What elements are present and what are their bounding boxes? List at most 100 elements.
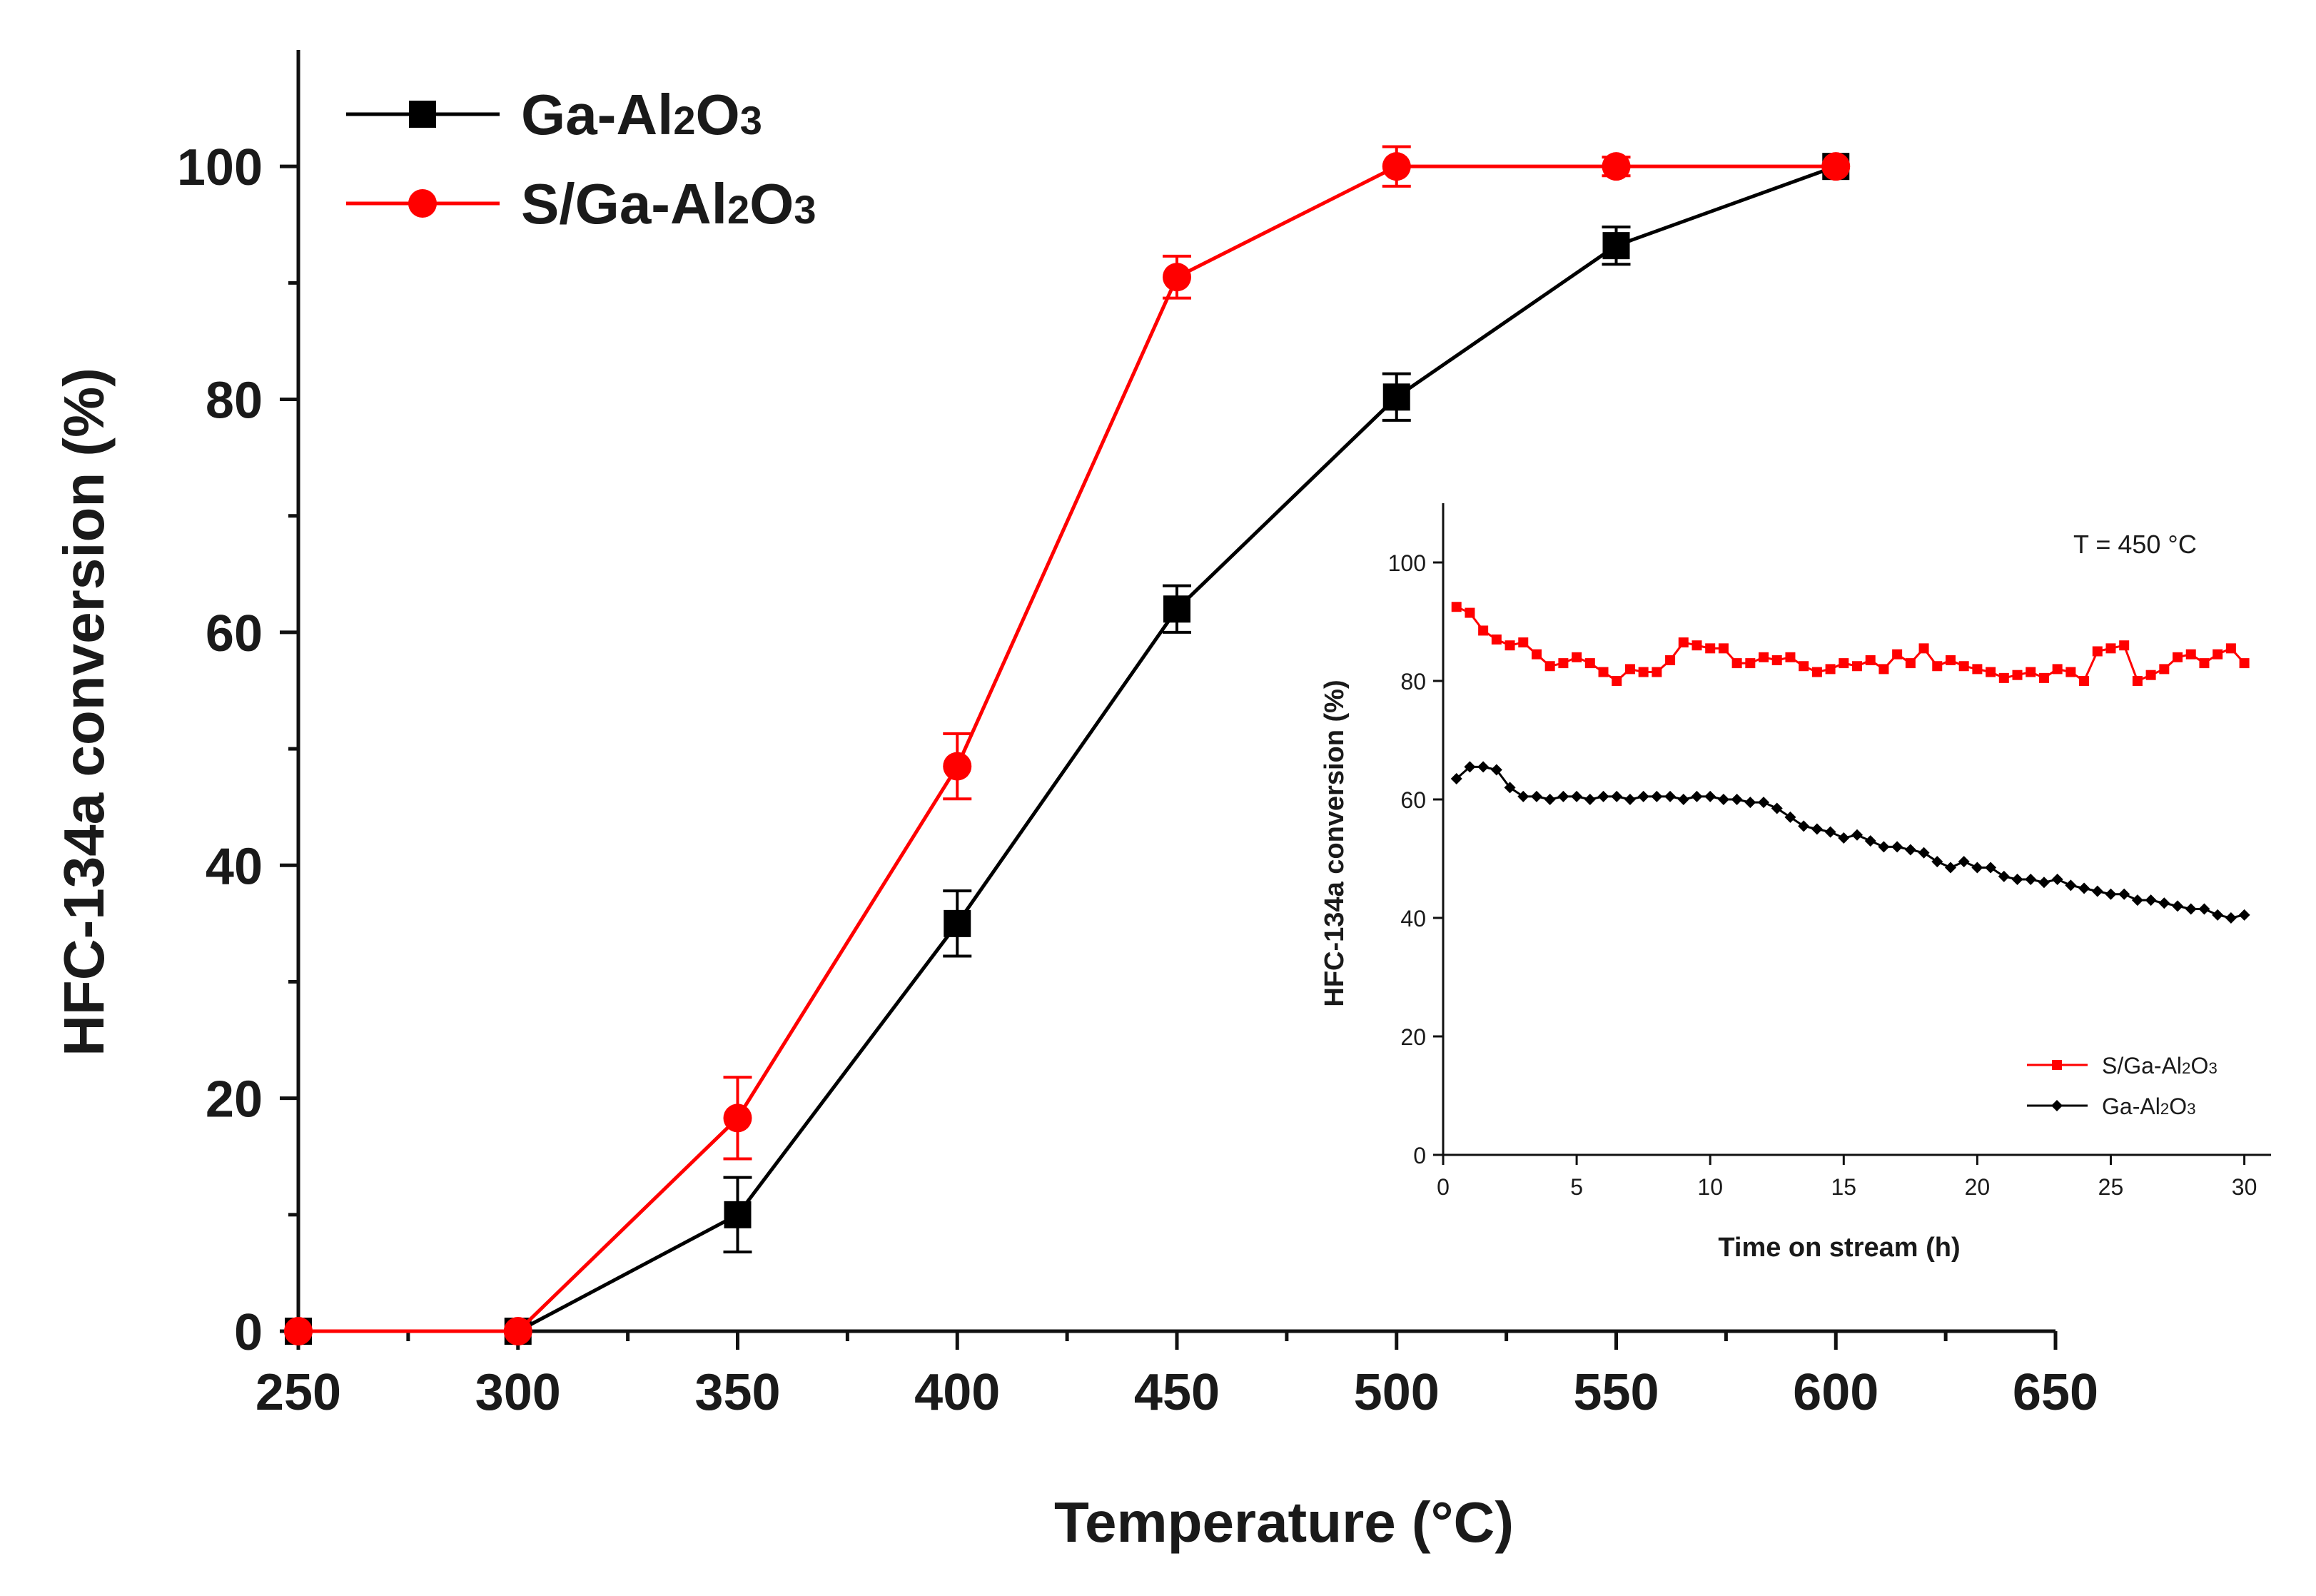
main-data-point — [944, 909, 971, 937]
inset-x-tick-label: 25 — [2098, 1174, 2124, 1200]
inset-data-point — [1771, 655, 1782, 665]
main-series-s-ga-al2o3 — [284, 145, 1851, 1345]
inset-data-point — [1584, 794, 1596, 805]
inset-data-point — [2225, 912, 2237, 924]
inset-data-point — [1518, 637, 1529, 648]
inset-data-point — [2185, 649, 2196, 660]
inset-data-point — [2038, 672, 2049, 683]
inset-y-tick-label: 80 — [1400, 669, 1426, 695]
inset-data-point — [1558, 658, 1569, 669]
main-data-point — [503, 1317, 532, 1345]
main-x-tick-label: 400 — [914, 1364, 1000, 1421]
inset-legend: S/Ga-Al2O3 Ga-Al2O3 — [2027, 1053, 2218, 1119]
inset-data-point — [1825, 664, 1836, 675]
inset-series-ga-al2o3 — [1450, 761, 2250, 924]
main-x-tick-label: 350 — [694, 1364, 780, 1421]
inset-data-point — [1704, 790, 1716, 802]
inset-legend-marker — [2051, 1100, 2063, 1111]
inset-data-point — [1652, 667, 1662, 677]
inset-data-point — [1745, 658, 1756, 669]
inset-x-tick-label: 10 — [1697, 1174, 1723, 1200]
inset-data-point — [1477, 761, 1490, 773]
inset-data-point — [1758, 797, 1770, 809]
inset-data-point — [2172, 900, 2184, 912]
inset-x-axis-title: Time on stream (h) — [1718, 1233, 1960, 1263]
main-series-ga-al2o3 — [285, 153, 1850, 1345]
main-legend-label: Ga-Al2O3 — [521, 83, 762, 146]
inset-data-point — [1986, 667, 1996, 677]
inset-data-point — [2092, 646, 2103, 657]
inset-legend-label: Ga-Al2O3 — [2102, 1094, 2196, 1119]
inset-data-point — [2105, 643, 2116, 654]
inset-x-tick-label: 20 — [1965, 1174, 1991, 1200]
main-x-tick-label: 500 — [1354, 1364, 1440, 1421]
inset-data-point — [2225, 643, 2236, 654]
inset-legend-label: S/Ga-Al2O3 — [2102, 1053, 2218, 1079]
inset-data-point — [2158, 897, 2170, 909]
inset-y-tick-label: 20 — [1400, 1024, 1426, 1050]
inset-data-point — [2012, 670, 2023, 680]
inset-data-point — [1892, 649, 1903, 660]
inset-plot: 0 5 10 15 20 25 30 0 20 40 60 80 100 S/Ga-Al2O3 Ga-Al… — [1320, 503, 2271, 1263]
inset-data-point — [1799, 661, 1809, 672]
main-plot: 250 300 350 400 450 500 550 600 650020406080100 … — [52, 50, 2098, 1554]
inset-data-point — [1504, 782, 1516, 794]
main-data-point — [1382, 383, 1410, 411]
main-data-point — [284, 1317, 313, 1345]
inset-data-point — [2185, 903, 2197, 915]
inset-data-point — [1691, 790, 1703, 802]
inset-data-point — [1598, 667, 1609, 677]
inset-data-point — [1731, 794, 1743, 805]
main-y-axis-title: HFC-134a conversion (%) — [52, 368, 116, 1056]
inset-data-point — [1677, 794, 1689, 805]
main-x-tick-label: 550 — [1573, 1364, 1659, 1421]
inset-axes: 0 5 10 15 20 25 30 0 20 40 60 80 100 — [1388, 503, 2271, 1200]
inset-data-point — [1637, 790, 1649, 802]
inset-data-point — [1972, 664, 1983, 675]
inset-data-point — [1505, 640, 1515, 651]
main-y-tick-label: 40 — [206, 838, 263, 895]
inset-data-point — [1811, 667, 1822, 677]
inset-y-tick-label: 40 — [1400, 906, 1426, 931]
main-series — [284, 145, 1851, 1345]
main-data-point — [1602, 152, 1631, 181]
inset-data-point — [1557, 790, 1569, 802]
inset-data-point — [1759, 652, 1769, 662]
inset-data-point — [2118, 888, 2130, 900]
inset-data-point — [1865, 655, 1876, 665]
inset-data-point — [1905, 658, 1916, 669]
inset-series — [1450, 602, 2250, 924]
inset-data-point — [1731, 658, 1742, 669]
main-series-line — [298, 164, 1836, 1333]
inset-data-point — [2159, 664, 2170, 675]
inset-data-point — [1465, 607, 1475, 618]
inset-data-point — [1612, 676, 1622, 686]
inset-data-point — [1692, 640, 1702, 651]
inset-y-tick-label: 100 — [1388, 550, 1426, 576]
inset-data-point — [2079, 676, 2090, 686]
inset-data-point — [2065, 879, 2077, 892]
inset-data-point — [1878, 841, 1890, 853]
inset-data-point — [2239, 658, 2250, 669]
inset-x-tick-label: 5 — [1570, 1174, 1583, 1200]
inset-data-point — [1998, 672, 2009, 683]
inset-data-point — [2011, 874, 2023, 886]
inset-data-point — [1705, 643, 1716, 654]
main-legend-marker — [409, 101, 436, 128]
main-data-point — [723, 1103, 752, 1133]
inset-data-point — [1811, 823, 1823, 835]
inset-data-point — [1918, 847, 1930, 859]
inset-y-axis-title: HFC-134a conversion (%) — [1320, 680, 1350, 1006]
inset-data-point — [2173, 652, 2183, 662]
main-x-axis-title: Temperature (°C) — [1054, 1490, 1514, 1554]
inset-data-point — [2131, 894, 2143, 906]
inset-data-point — [1904, 844, 1916, 856]
inset-data-point — [1490, 764, 1502, 776]
inset-data-point — [1864, 835, 1876, 847]
main-data-point — [1163, 595, 1190, 623]
inset-data-point — [1531, 649, 1542, 660]
inset-data-point — [1824, 826, 1836, 838]
main-legend: Ga-Al2O3 S/Ga-Al2O3 — [346, 83, 816, 236]
